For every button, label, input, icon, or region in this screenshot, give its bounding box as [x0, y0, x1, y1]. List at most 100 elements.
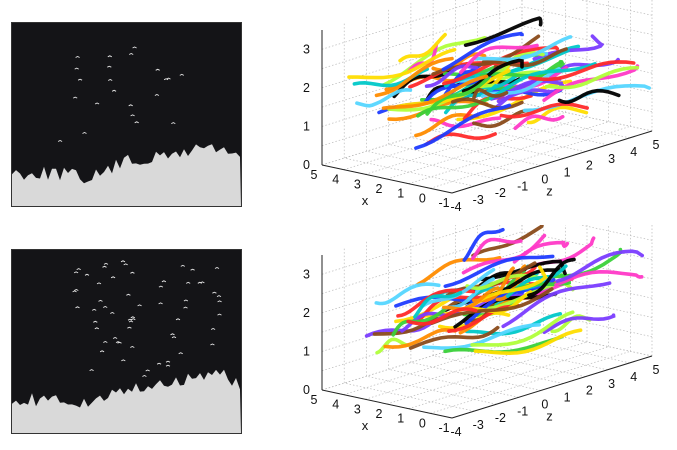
- grid-line: [408, 121, 609, 185]
- bird-mark: [210, 343, 215, 346]
- trajectory-line: [472, 266, 515, 303]
- x-tick-label: 0: [419, 416, 426, 430]
- z-tick-label: 5: [653, 363, 660, 377]
- x-tick-label: 1: [397, 187, 404, 201]
- bird-mark: [142, 374, 147, 377]
- trajectory-line: [414, 103, 512, 150]
- trajectory-line: [470, 310, 575, 347]
- x-tick-label: 4: [332, 398, 339, 412]
- x-axis-line: [321, 389, 453, 419]
- grid-line: [455, 348, 586, 378]
- x-tick-label: 4: [332, 173, 339, 187]
- bird-mark: [216, 295, 222, 298]
- tree-silhouette: [12, 144, 241, 206]
- bird-mark: [72, 290, 77, 293]
- z-tick-label: 1: [564, 166, 571, 180]
- bird-mark: [89, 369, 94, 372]
- grid-line: [521, 25, 653, 55]
- z-tick-label: 0: [541, 172, 548, 186]
- bird-mark: [210, 327, 216, 330]
- bird-mark: [131, 318, 136, 321]
- grid-line: [455, 123, 586, 153]
- z-tick-label: -4: [450, 200, 461, 214]
- z-tick-label: 2: [586, 159, 593, 173]
- z-tick-label: 5: [653, 138, 660, 152]
- bird-mark: [126, 293, 131, 296]
- bird-mark: [121, 359, 126, 362]
- z-tick-label: -1: [517, 179, 528, 193]
- z-tick-label: -4: [450, 425, 461, 439]
- z-tick-label: -2: [495, 186, 506, 200]
- grid-line: [521, 83, 653, 113]
- trajectory-line: [422, 323, 541, 350]
- trajectory-line: [544, 65, 640, 90]
- bird-mark: [107, 78, 113, 81]
- bird-mark: [158, 302, 163, 305]
- grid-line: [521, 231, 653, 260]
- bird-mark: [110, 276, 116, 279]
- trajectory-line: [375, 337, 410, 355]
- grid-line: [344, 157, 475, 187]
- trajectory-line: [557, 88, 621, 105]
- trajectory-line: [355, 87, 413, 108]
- bird-mark: [183, 299, 189, 302]
- bird-mark: [103, 262, 109, 265]
- trajectory-line: [430, 287, 554, 325]
- grid-line: [410, 362, 541, 391]
- trajectory-line: [459, 43, 539, 75]
- grid-line: [430, 350, 631, 414]
- bird-mark: [93, 320, 98, 323]
- trajectory-line: [465, 273, 541, 291]
- bird-mark: [99, 350, 105, 353]
- grid-line: [521, 102, 653, 132]
- trajectory-line: [555, 249, 644, 283]
- grid-line: [521, 327, 653, 357]
- bird-mark: [82, 131, 87, 134]
- grid-line: [410, 137, 541, 166]
- bird-mark: [178, 352, 183, 355]
- bird-mark: [75, 55, 80, 58]
- bird-mark: [132, 46, 137, 49]
- x-axis-label: x: [362, 193, 369, 208]
- trajectory-line: [480, 67, 561, 98]
- trajectory-line: [408, 325, 500, 350]
- bird-mark: [175, 318, 181, 321]
- grid-line: [408, 346, 609, 410]
- grid-line: [579, 0, 653, 16]
- bird-mark: [165, 364, 171, 367]
- bird-mark: [155, 68, 160, 71]
- trajectory-line: [477, 265, 548, 303]
- trajectory-line: [441, 31, 524, 72]
- x-tick-label: 0: [419, 191, 426, 205]
- bird-mark: [102, 305, 108, 308]
- bird-mark: [111, 89, 117, 92]
- y-tick-label: 3: [303, 42, 310, 56]
- bird-mark: [107, 55, 113, 58]
- trajectory-line: [425, 76, 490, 116]
- bird-mark: [96, 282, 102, 285]
- bird-mark: [127, 326, 132, 329]
- x-tick-label: 5: [311, 393, 318, 407]
- bird-mark: [130, 345, 135, 348]
- bird-mark: [183, 306, 188, 309]
- trajectory-line: [443, 254, 555, 288]
- bird-mark: [94, 102, 100, 105]
- bird-mark: [127, 318, 133, 321]
- bird-mark: [128, 104, 133, 107]
- photo-bottom-birds: [11, 249, 242, 434]
- trajectory-line: [527, 257, 576, 297]
- grid-line: [477, 341, 608, 371]
- trajectory-line: [470, 237, 523, 261]
- bird-mark: [134, 121, 139, 124]
- grid-line: [477, 116, 608, 146]
- bird-mark: [74, 67, 79, 70]
- z-tick-label: 1: [564, 391, 571, 405]
- trajectory-line: [526, 105, 589, 125]
- trajectory-line: [442, 286, 500, 311]
- trajectory-line: [554, 269, 644, 287]
- trajectory-line: [528, 60, 636, 82]
- z-tick-label: 3: [608, 152, 615, 166]
- x-tick-label: 3: [354, 402, 361, 416]
- photo-top-birds: [11, 22, 242, 207]
- bird-mark: [217, 313, 222, 316]
